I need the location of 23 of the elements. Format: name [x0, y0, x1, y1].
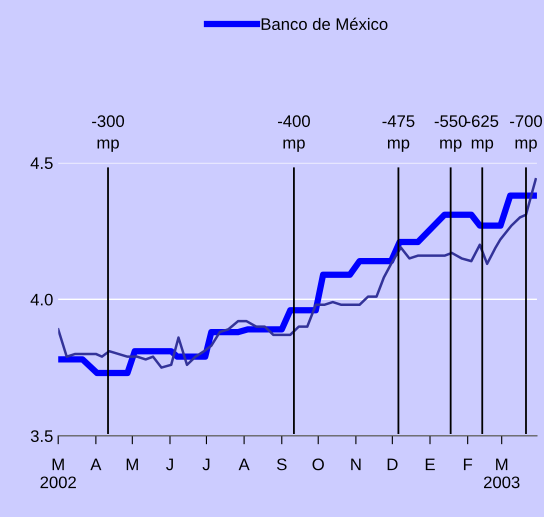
x-tick-label: M 2003	[484, 458, 520, 488]
x-tick-label: F	[464, 458, 472, 470]
x-tick-label: J	[202, 458, 210, 470]
x-tick-label: M	[126, 458, 138, 470]
x-tick-label: J	[166, 458, 173, 470]
x-tick-label: M 2002	[40, 458, 76, 488]
ref-line-label: -475 mp	[382, 115, 414, 152]
ref-line-label: -400 mp	[278, 115, 310, 152]
x-tick-label: D	[388, 458, 398, 470]
ref-line-label: -700 mp	[510, 115, 542, 152]
y-tick-label: 4.0	[30, 294, 53, 306]
x-tick-label: A	[90, 458, 102, 470]
x-tick-label: N	[351, 458, 361, 470]
y-tick-label: 4.5	[30, 157, 53, 170]
ref-line-label: -625 mp	[466, 115, 498, 152]
ref-line-label: -550 mp	[434, 115, 467, 152]
x-tick-label: A	[238, 458, 250, 470]
x-tick-label: E	[426, 458, 435, 470]
legend-label: Banco de México	[262, 18, 388, 30]
x-tick-label: S	[276, 458, 287, 470]
y-tick-label: 3.5	[30, 430, 53, 442]
x-tick-label: O	[312, 458, 324, 470]
ref-line-label: -300 mp	[92, 115, 124, 152]
